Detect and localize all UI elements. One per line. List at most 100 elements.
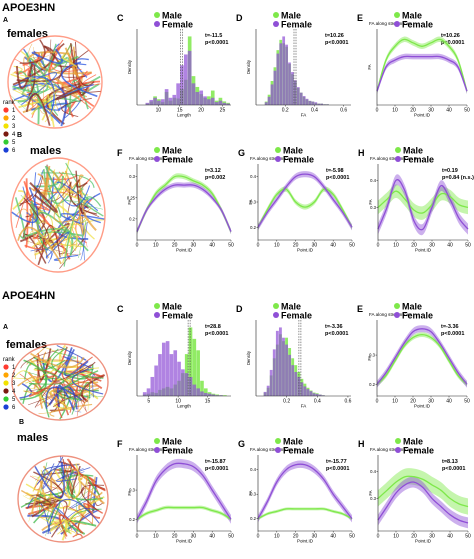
bar-female xyxy=(210,97,215,105)
panel-letter: H xyxy=(358,148,365,158)
stat-p-value: p<0.0001 xyxy=(326,466,349,472)
streamline xyxy=(65,162,89,201)
y-axis-label: FA xyxy=(367,355,372,360)
y-axis-label: Density xyxy=(246,59,251,74)
legend-label-female: Female xyxy=(162,311,193,321)
y-axis-label: Density xyxy=(127,59,132,74)
bar-female xyxy=(172,94,177,105)
stat-p-value: p<0.0001 xyxy=(441,40,464,46)
streamline xyxy=(55,204,81,250)
bar-female xyxy=(173,350,178,396)
x-tick-label: 0 xyxy=(136,243,139,249)
bar-female xyxy=(273,70,277,105)
x-tick-label: 15 xyxy=(177,108,183,114)
streamline xyxy=(39,462,48,514)
bar-female xyxy=(145,102,150,105)
streamline xyxy=(14,197,26,240)
rank-label-4: 4 xyxy=(12,389,16,395)
stat-p-value: p=0.002 xyxy=(205,175,225,181)
brain-outline xyxy=(17,455,109,543)
y-axis-label: Density xyxy=(127,350,132,365)
streamline xyxy=(31,475,59,518)
bar-female xyxy=(270,84,274,105)
streamline xyxy=(63,395,104,411)
legend-swatch-male xyxy=(273,303,279,309)
legend-swatch-female xyxy=(273,21,279,27)
bar-female xyxy=(150,376,155,396)
brain-tractography-males xyxy=(10,157,106,273)
bar-female xyxy=(207,393,212,396)
streamline xyxy=(70,43,95,87)
x-tick-label: 50 xyxy=(465,534,471,540)
streamline xyxy=(31,48,63,65)
legend-swatch-female xyxy=(275,156,281,162)
streamline xyxy=(23,197,49,240)
x-tick-label: 30 xyxy=(191,534,197,540)
x-tick-label: 0.2 xyxy=(283,399,290,405)
bar-female xyxy=(276,53,280,105)
stat-t-value: t=10.26 xyxy=(325,33,344,39)
stat-p-value: p<0.0001 xyxy=(205,40,228,46)
streamline xyxy=(37,516,87,526)
streamline xyxy=(86,475,101,496)
bar-female xyxy=(203,392,208,396)
x-tick-label: 50 xyxy=(349,534,355,540)
bar-female xyxy=(269,369,273,396)
bar-female xyxy=(153,97,157,105)
y-tick-label: 0.25 xyxy=(127,195,136,200)
legend-swatch-female xyxy=(395,447,401,453)
bar-female xyxy=(311,101,315,105)
bar-female xyxy=(285,344,288,396)
series-line-male xyxy=(257,188,353,228)
y-axis-label: FA xyxy=(248,199,253,204)
y-tick-label: 0.2 xyxy=(129,517,135,522)
rank-swatch-2 xyxy=(3,372,9,378)
legend-label-male: Male xyxy=(403,146,423,156)
y-tick-label: 0.4 xyxy=(370,178,376,183)
streamline xyxy=(9,94,29,112)
streamline xyxy=(19,74,57,123)
streamline xyxy=(44,165,64,191)
x-tick-label: 10 xyxy=(392,108,398,114)
y-axis-label: FA xyxy=(127,199,132,204)
bar-female xyxy=(296,87,300,105)
series-line-male xyxy=(377,190,469,214)
legend-label-female: Female xyxy=(162,20,193,30)
y-tick-label: 0.2 xyxy=(129,216,135,221)
x-tick-label: 0.4 xyxy=(311,108,318,114)
x-tick-label: 40 xyxy=(330,243,336,249)
bar-female xyxy=(305,98,309,105)
y-tick-label: 0.2 xyxy=(250,516,256,521)
x-tick-label: 30 xyxy=(429,243,435,249)
x-axis-label: Point.ID xyxy=(414,404,431,409)
streamline xyxy=(42,348,66,371)
streamline xyxy=(12,57,49,93)
x-tick-label: 0 xyxy=(377,243,380,249)
streamline xyxy=(36,348,52,381)
legend-swatch-male xyxy=(394,303,400,309)
x-tick-label: 10 xyxy=(393,243,399,249)
bar-female xyxy=(264,102,268,105)
ci-band-female xyxy=(137,182,231,235)
stat-t-value: t=-3.36 xyxy=(441,324,459,330)
bar-female xyxy=(199,90,204,105)
streamline xyxy=(29,181,58,213)
legend-label-male: Male xyxy=(162,302,182,312)
streamline xyxy=(63,356,105,386)
rank-swatch-4 xyxy=(3,131,9,137)
legend-label-male: Male xyxy=(162,11,182,21)
bar-female xyxy=(146,388,151,396)
legend-label-female: Female xyxy=(283,155,314,165)
x-axis-label: Point.ID xyxy=(415,248,432,253)
streamline xyxy=(17,226,62,265)
x-tick-label: 10 xyxy=(156,108,162,114)
streamline xyxy=(26,77,63,111)
bar-female xyxy=(315,393,319,396)
bar-female xyxy=(278,327,282,396)
bar-female xyxy=(318,394,322,396)
bar-female xyxy=(164,89,169,105)
x-axis-label: Point.ID xyxy=(415,539,432,544)
section-apoe3hn: APOE3HN A females B males rank 1 2 3 4 5 6 xyxy=(2,2,106,273)
